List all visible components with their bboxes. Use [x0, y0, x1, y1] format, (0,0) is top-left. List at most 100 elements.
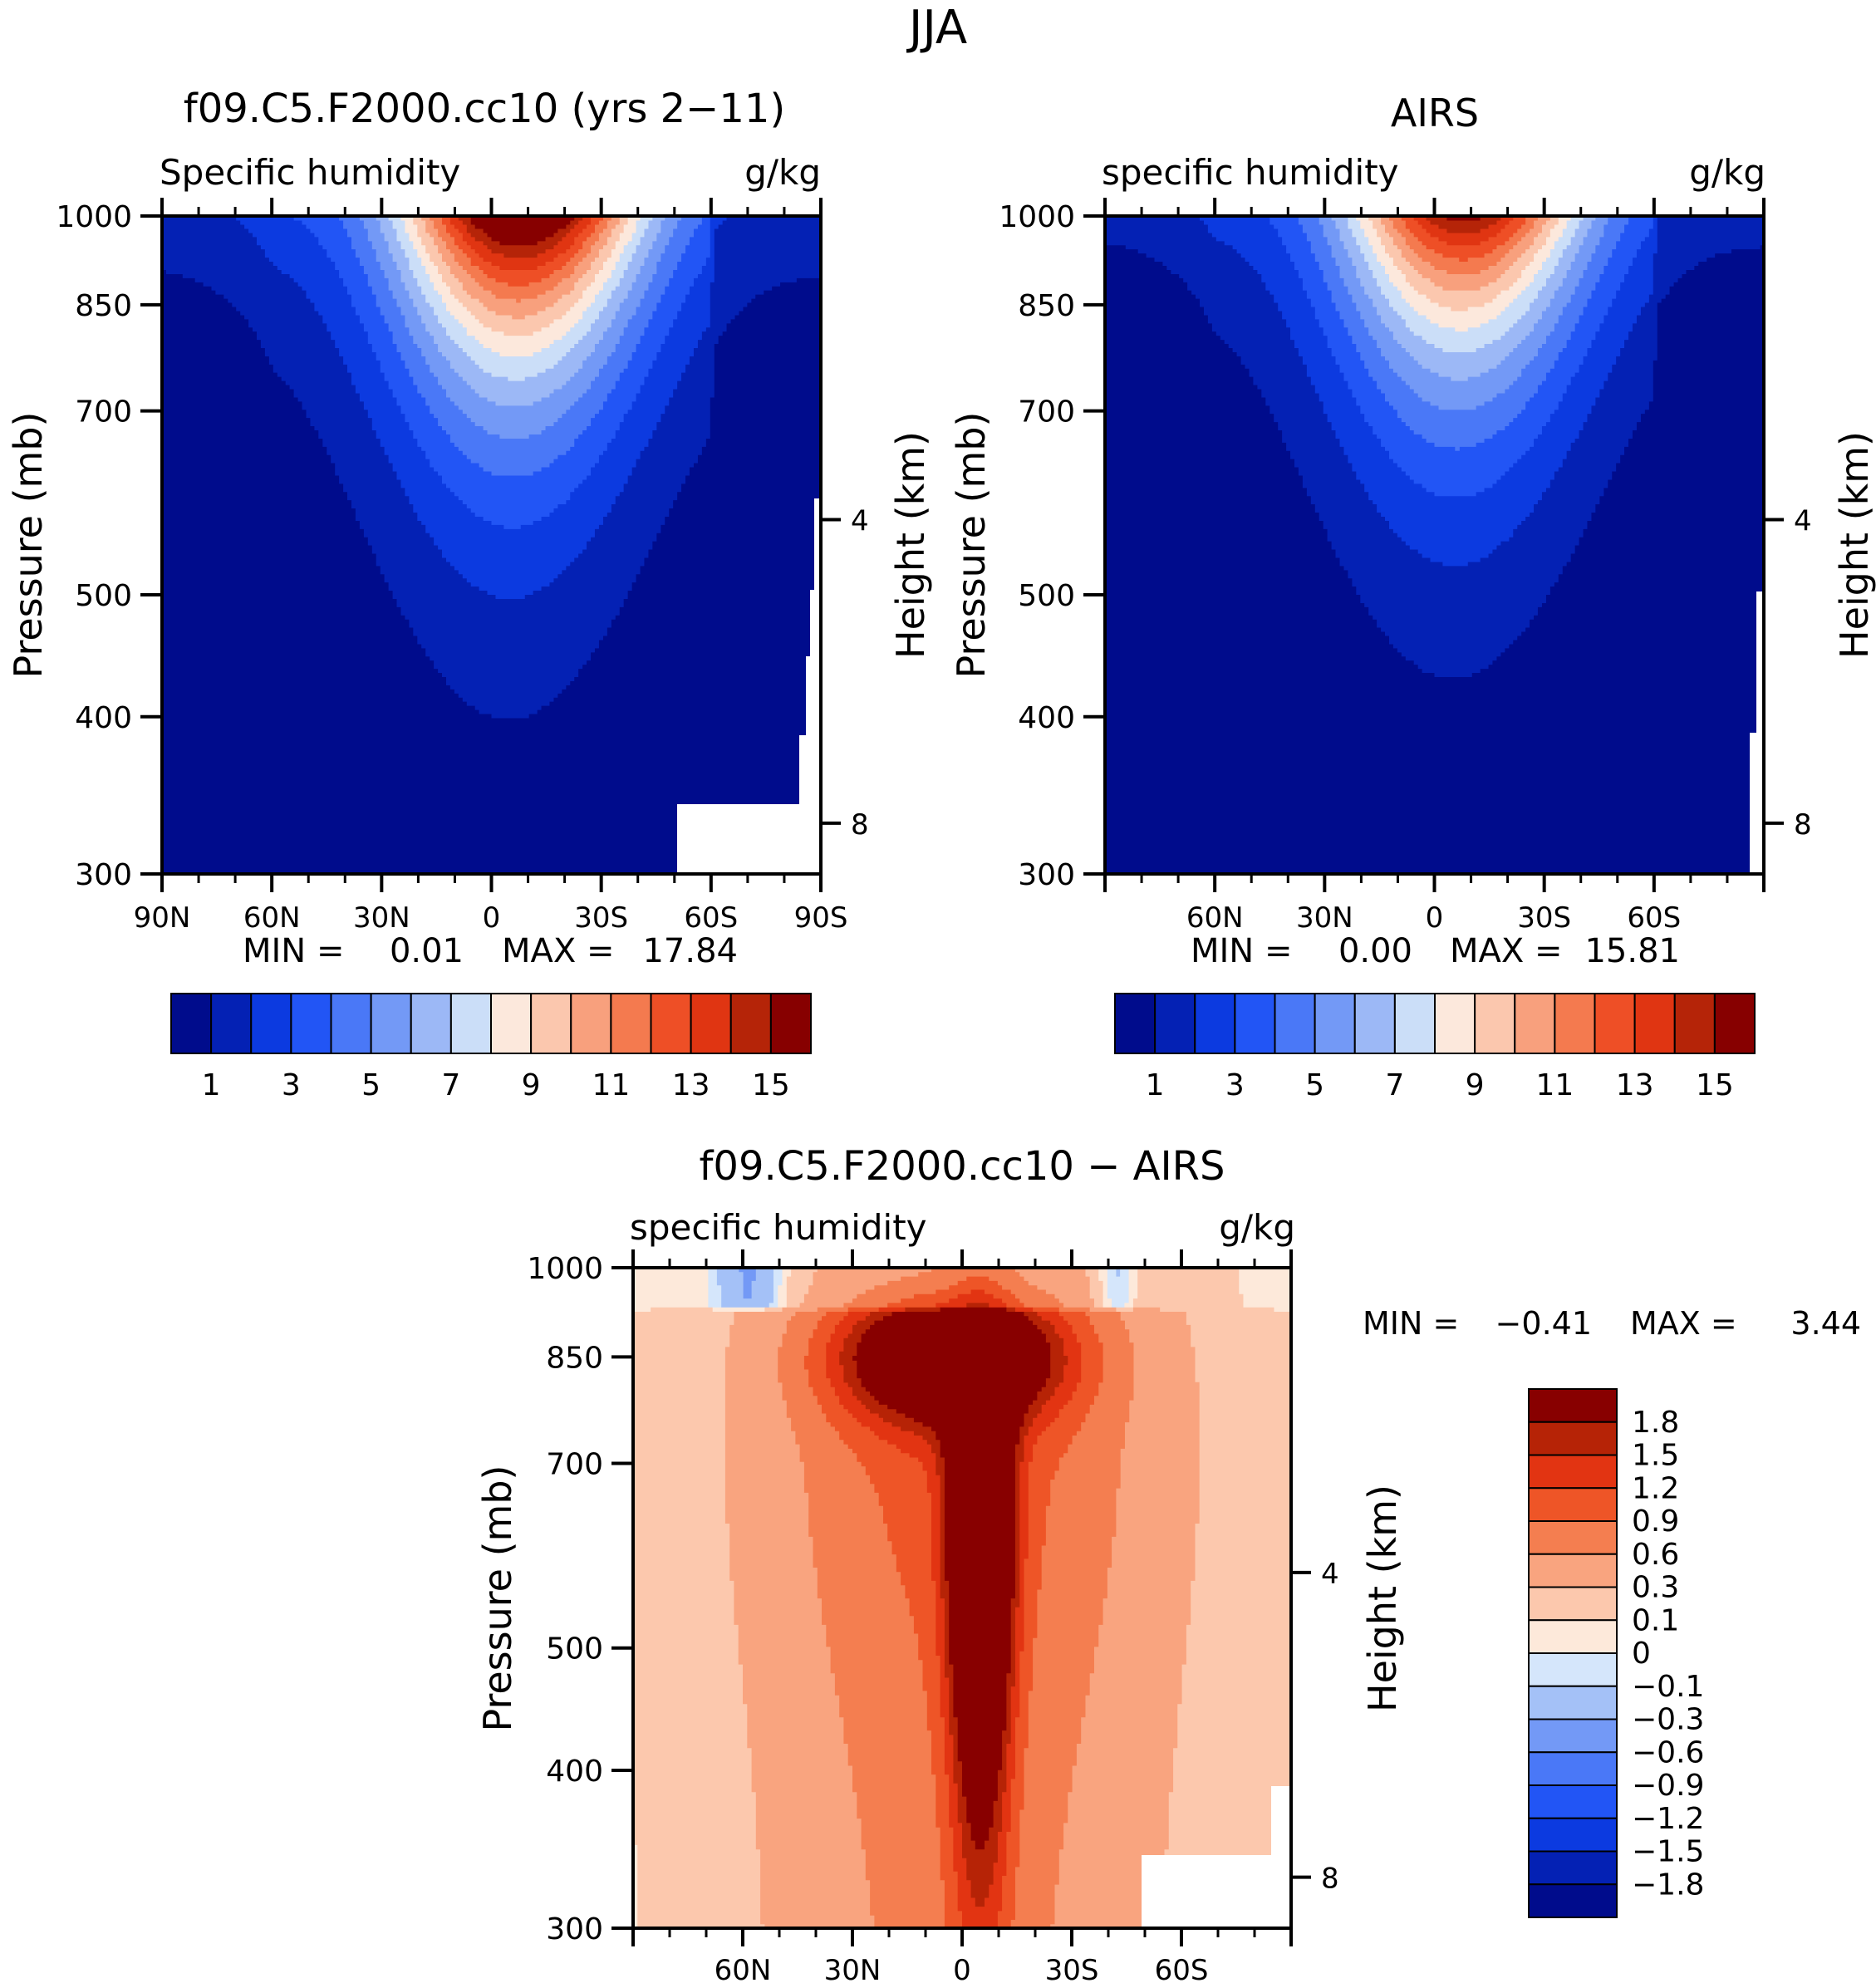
panel-airs-units: g/kg [1689, 152, 1766, 193]
panel-model-axes: 300 400 500 700 850 1000 8 4 90N 60N 30N 0 30S 60S 90S [56, 198, 869, 935]
y-tick-label-1000: 1000 [999, 200, 1075, 234]
contour-band-12 [442, 216, 603, 287]
colorbar-label: 1.5 [1632, 1439, 1679, 1473]
colorbar-swatch [490, 993, 533, 1054]
contour-band-2 [1200, 216, 1657, 567]
colorbar-label: −1.2 [1632, 1802, 1704, 1836]
contour-band-5 [1319, 216, 1608, 410]
contour-band-0 [1105, 244, 1765, 875]
contour-band-10 [1381, 216, 1550, 291]
panel-airs-colorbar: 1 3 5 7 9 11 13 15 [1114, 993, 1756, 1102]
panel-airs-max-label: MAX = [1450, 932, 1563, 970]
colorbar-label: 11 [1535, 1068, 1574, 1102]
contour-band-0 [162, 269, 822, 875]
colorbar-swatch [1393, 993, 1436, 1054]
panel-diff-height-axis-title: Height (km) [1360, 1485, 1405, 1712]
contour-band-9 [1368, 216, 1559, 312]
contour-band-3 [293, 216, 710, 529]
x-tick-label: 60N [715, 1954, 772, 1983]
colorbar-swatch [1528, 1685, 1618, 1720]
colorbar-label: 15 [1696, 1068, 1734, 1102]
colorbar-swatch [449, 993, 492, 1054]
colorbar-swatch [1194, 993, 1236, 1054]
panel-diff-variable-label: specific humidity [630, 1207, 927, 1248]
panel-model-missing-region [677, 498, 821, 874]
colorbar-swatch [1274, 993, 1316, 1054]
colorbar-swatch [370, 993, 412, 1054]
colorbar-label: 7 [441, 1068, 460, 1102]
contour-band-1 [162, 216, 822, 719]
colorbar-swatch [1528, 1487, 1618, 1522]
contour-band-6 [376, 216, 665, 406]
contour-band-9 [413, 216, 628, 336]
y-tick-label-700: 700 [75, 395, 132, 429]
contour-band-14 [458, 216, 583, 258]
x-tick-label: 30S [574, 901, 628, 935]
x-tick-label: 0 [483, 901, 501, 935]
panel-model-contours [162, 216, 822, 875]
contour-band-13 [449, 216, 592, 270]
x-tick-label: 60S [1155, 1954, 1209, 1983]
panel-diff-y-axis-title: Pressure (mb) [475, 1465, 520, 1732]
colorbar-label: 7 [1385, 1068, 1404, 1102]
colorbar-swatch [1528, 1619, 1618, 1654]
x-tick-label: 90N [134, 901, 191, 935]
y-tick-label-1000: 1000 [56, 200, 132, 234]
x-tick-label: 30N [824, 1954, 882, 1983]
colorbar-swatch [769, 993, 812, 1054]
colorbar-label: 0.3 [1632, 1571, 1679, 1605]
colorbar-swatch [650, 993, 692, 1054]
x-tick-label: 30S [1045, 1954, 1099, 1983]
panel-model-min-label: MIN = [243, 932, 344, 970]
contour-band-7 [388, 216, 653, 381]
contour-band-3 [1269, 216, 1653, 497]
colorbar-swatch [1528, 1883, 1618, 1918]
colorbar-swatch [1713, 993, 1756, 1054]
x-tick-label: 0 [1426, 901, 1444, 935]
colorbar-label: 0.9 [1632, 1504, 1679, 1539]
x-tick-label: 0 [953, 1954, 971, 1983]
colorbar-label: −0.3 [1632, 1703, 1704, 1737]
colorbar-swatch [250, 993, 292, 1054]
colorbar-label: 0.6 [1632, 1538, 1679, 1572]
colorbar-label: 3 [282, 1068, 301, 1102]
panel-model-y-axis-title: Pressure (mb) [6, 412, 51, 679]
colorbar-swatch [1554, 993, 1596, 1054]
x-tick-label: 30S [1517, 901, 1571, 935]
figure-title: JJA [906, 1, 967, 55]
colorbar-swatch [1353, 993, 1396, 1054]
y-tick-label-400: 400 [546, 1755, 603, 1789]
x-tick-label: 60N [1186, 901, 1244, 935]
colorbar-swatch [1528, 1421, 1618, 1456]
panel-airs-variable-label: specific humidity [1102, 152, 1399, 193]
panel-model-units: g/kg [744, 152, 821, 193]
colorbar-label: −0.6 [1632, 1735, 1704, 1769]
colorbar-swatch [1154, 993, 1196, 1054]
height-tick-label-4: 4 [1321, 1558, 1339, 1591]
colorbar-label: 5 [1305, 1068, 1324, 1102]
panel-diff-missing-region [1142, 1786, 1291, 1928]
contour-band-2 [236, 216, 727, 599]
contour-band-13 [1413, 216, 1514, 246]
contour-band-13 [826, 1289, 1082, 1929]
colorbar-swatch [1528, 1586, 1618, 1622]
colorbar-swatch [330, 993, 372, 1054]
contour-band-5 [359, 216, 682, 439]
colorbar-swatch [1528, 1718, 1618, 1754]
y-tick-label-300: 300 [546, 1912, 603, 1946]
y-tick-label-1000: 1000 [527, 1252, 603, 1286]
panel-diff-units: g/kg [1219, 1207, 1295, 1248]
colorbar-label: 1.2 [1632, 1471, 1679, 1505]
colorbar-swatch [1528, 1388, 1618, 1423]
colorbar-label: 0 [1632, 1637, 1651, 1671]
panel-airs-y-axis-title: Pressure (mb) [949, 412, 994, 679]
height-tick-label-4: 4 [1794, 504, 1812, 537]
colorbar-label: 5 [361, 1068, 381, 1102]
colorbar-label: −1.5 [1632, 1835, 1704, 1869]
colorbar-swatch [610, 993, 652, 1054]
x-tick-label: 60S [684, 901, 738, 935]
colorbar-label: −0.9 [1632, 1769, 1704, 1803]
colorbar-swatch [170, 993, 213, 1054]
y-tick-label-300: 300 [1018, 858, 1075, 892]
contour-band-11 [778, 1268, 1134, 1929]
